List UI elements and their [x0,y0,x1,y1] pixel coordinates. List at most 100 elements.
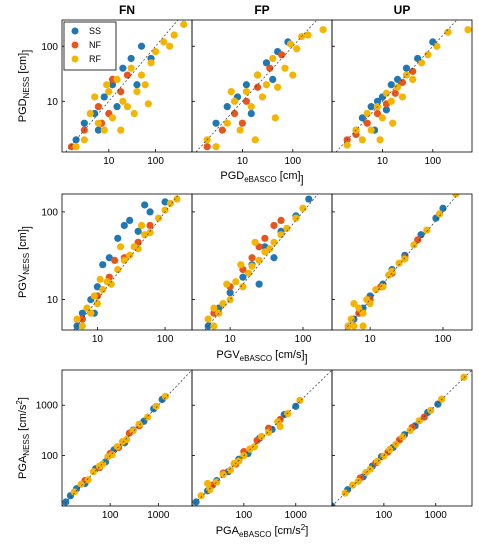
point-ss [137,42,146,50]
point-rf [100,126,108,134]
y-tick-label: 1000 [36,401,59,412]
point-ss [100,93,108,101]
point-rf [206,486,214,494]
row3-x-axis-label: PGAeBASCO [cm/s2] [216,523,309,539]
row2-x-axis-label: PGVeBASCO [cm/s]] [216,349,307,365]
point-rf [99,285,107,294]
point-rf [108,114,117,122]
point-nf [242,97,250,105]
point-rf [343,141,351,149]
legend: SS NF RF [63,21,117,71]
point-rf [433,42,441,50]
point-rf [219,300,227,308]
point-rf [379,283,387,291]
point-rf [161,206,169,214]
panel-1-2-frame [191,19,333,153]
point-rf [80,136,88,144]
x-tick-label: 100 [424,156,441,167]
point-rf [103,81,111,89]
point-rf [410,241,418,249]
point-rf [123,103,132,111]
point-rf [350,322,358,330]
panel-2-3-frame [331,193,473,331]
panel-3-3-frame [331,369,473,507]
point-rf [87,309,95,317]
point-ss [305,195,313,203]
point-nf [409,67,417,75]
x-tick-label: 1000 [147,510,170,521]
point-rf [436,210,444,218]
row3-y-axis-label: PGANESS [cm/s2] [15,397,31,479]
point-rf [269,54,277,63]
point-rf [93,300,101,308]
point-rf [409,75,417,84]
point-nf [253,83,262,91]
point-rf [350,300,358,308]
point-nf [261,234,269,242]
point-nf [94,103,103,111]
panel-1-1: 10 100 10 100 [41,19,193,167]
point-rf [160,38,168,46]
point-rf [258,93,267,101]
point-nf [373,109,382,118]
point-rf [146,229,154,237]
point-ss [358,114,366,122]
point-rf [289,71,297,79]
point-rf [152,402,160,410]
x-tick-label: 1000 [285,510,308,521]
point-rf [119,97,127,105]
point-rf [108,450,116,459]
point-rf [116,243,125,251]
point-rf [236,126,244,134]
point-ss [223,103,231,111]
point-rf [151,47,160,56]
point-ss [127,54,135,63]
point-rf [359,322,367,330]
point-rf [173,195,181,203]
point-rf [418,59,426,67]
point-rf [147,59,155,67]
point-rf [133,88,141,96]
point-ss [134,227,142,235]
point-rf [373,457,381,465]
point-rf [77,480,85,488]
point-rf [213,478,221,486]
point-ss [113,103,121,111]
point-rf [452,194,460,198]
point-rf [83,304,91,312]
point-ss [133,81,141,89]
point-rf [251,136,259,144]
point-rf [226,466,235,474]
x-tick-label: 1000 [425,510,448,521]
point-nf [248,254,256,262]
panel-1-2-points [203,26,327,151]
point-rf [274,83,282,91]
point-rf [271,114,279,122]
point-rf [134,245,142,253]
point-rf [180,20,188,28]
panel-2-1-points [73,195,181,330]
legend-label-ss: SS [89,26,101,36]
point-rf [210,304,218,312]
reference-line [195,20,318,152]
point-rf [86,109,94,118]
point-ss [114,234,122,242]
point-rf [91,93,99,101]
panel-3-3-points [332,373,468,506]
point-rf [94,119,103,127]
point-rf [137,221,146,230]
x-tick-label: 100 [147,156,164,167]
point-rf [170,31,178,39]
point-ss [94,126,103,134]
point-rf [258,432,266,441]
x-tick-label: 10 [377,156,389,167]
panel-2-3-points [344,194,460,330]
point-rf [114,265,122,274]
point-rf [251,238,259,246]
point-ss [119,64,127,72]
point-rf [460,373,468,381]
point-rf [387,97,395,105]
point-rf [389,119,397,127]
x-tick-label: 100 [284,156,301,167]
reference-line [192,370,332,506]
